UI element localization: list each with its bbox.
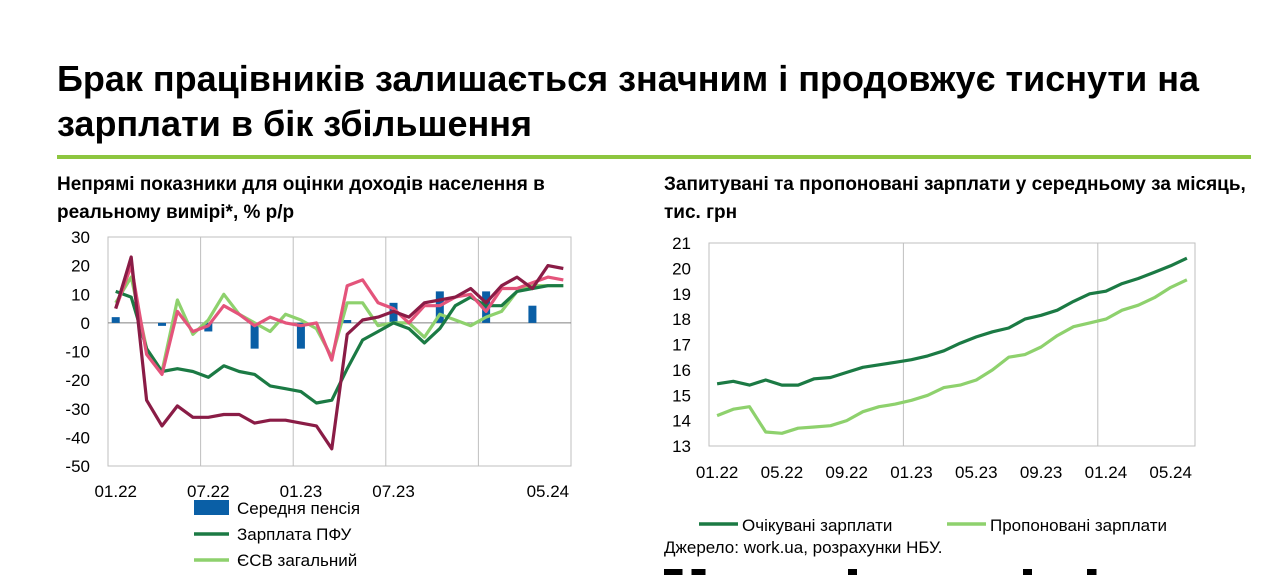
chart-2-xtick-label: 09.23 <box>1020 463 1063 482</box>
chart-1-bar-pension <box>343 320 352 324</box>
chart-1-ytick-label: -20 <box>65 371 90 390</box>
chart-2-ytick-label: 17 <box>672 336 691 355</box>
chart-1-bar-pension <box>250 322 259 349</box>
chart-2-xtick-label: 05.24 <box>1149 463 1192 482</box>
chart-1-bar-pension <box>296 322 305 349</box>
chart-2-series-line-1 <box>716 278 1188 435</box>
chart-1-ytick-label: -40 <box>65 428 90 447</box>
chart-2-ytick-label: 20 <box>672 259 691 278</box>
chart-1-ytick-label: -30 <box>65 400 90 419</box>
chart-1-ytick-label: 0 <box>81 314 90 333</box>
chart-2-xtick-label: 09.22 <box>825 463 868 482</box>
chart-2-ytick-label: 15 <box>672 386 691 405</box>
chart-2-legend-label: Пропоновані зарплати <box>990 516 1167 535</box>
chart-1-legend-label: Середня пенсія <box>237 499 360 518</box>
chart-2-ytick-label: 14 <box>672 412 691 431</box>
chart-1-ytick-label: 30 <box>71 228 90 247</box>
chart-1-bar-pension <box>158 322 167 326</box>
chart-2-ytick-label: 19 <box>672 285 691 304</box>
chart-1-legend-label: Зарплата ПФУ <box>237 525 352 544</box>
chart-1-series-line-3 <box>114 264 564 376</box>
chart-2-title: Запитувані та пропоновані зарплати у сер… <box>664 174 1246 223</box>
chart-1-ytick-label: -50 <box>65 457 90 476</box>
chart-1-xtick-label: 07.22 <box>187 482 230 501</box>
title-divider <box>57 155 1251 159</box>
chart-2-xtick-label: 01.24 <box>1085 463 1128 482</box>
chart-2-series-line-0 <box>716 256 1188 387</box>
chart-1-xtick-label: 01.22 <box>94 482 137 501</box>
chart-1-ytick-label: 20 <box>71 257 90 276</box>
chart-2-ytick-label: 16 <box>672 361 691 380</box>
chart-2-ytick-label: 18 <box>672 310 691 329</box>
chart-2-xtick-label: 05.22 <box>761 463 804 482</box>
chart-1-bar-pension <box>528 305 537 323</box>
chart-1-plot-frame <box>107 236 572 467</box>
chart-1-series-line-2 <box>114 255 564 451</box>
chart-1-xtick-label: 05.24 <box>527 482 570 501</box>
chart-2-plot-frame <box>708 242 1196 447</box>
chart-2-xtick-label: 05.23 <box>955 463 998 482</box>
chart-1-legend-swatch-pension <box>194 500 229 515</box>
chart-1-xtick-label: 01.23 <box>280 482 323 501</box>
chart-1-ytick-label: -10 <box>65 343 90 362</box>
chart-1-legend-label: ЄСВ загальний <box>237 551 357 570</box>
chart-1-title: Непрямі показники для оцінки доходів нас… <box>57 174 545 223</box>
chart-2-legend-label: Очікувані зарплати <box>742 516 892 535</box>
source-note: Джерело: work.ua, розрахунки НБУ. <box>664 538 943 557</box>
next-section-strip <box>664 569 1124 575</box>
chart-2-xtick-label: 01.22 <box>696 463 739 482</box>
chart-1-bar-pension <box>111 317 120 323</box>
page-title: Брак працівників залишається значним і п… <box>57 58 1199 144</box>
chart-2-xtick-label: 01.23 <box>890 463 933 482</box>
chart-2-ytick-label: 13 <box>672 437 691 456</box>
chart-1-xtick-label: 07.23 <box>372 482 415 501</box>
chart-2-ytick-label: 21 <box>672 234 691 253</box>
chart-1-ytick-label: 10 <box>71 285 90 304</box>
